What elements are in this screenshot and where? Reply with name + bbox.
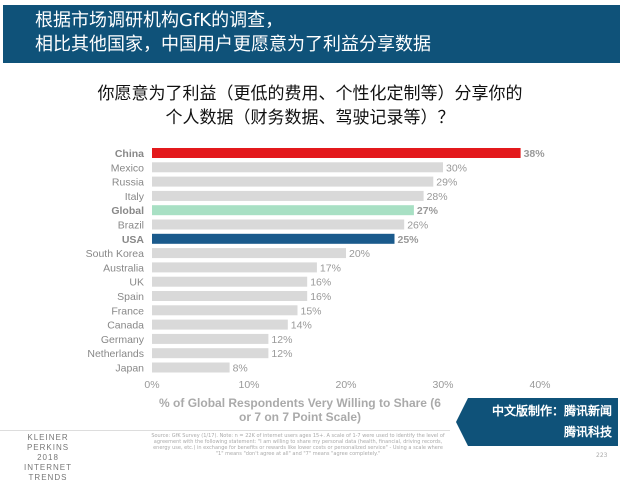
page-number: 223 <box>596 452 608 459</box>
category-label: Australia <box>103 262 144 274</box>
chart-question: 你愿意为了利益（更低的费用、个性化定制等）分享你的 个人数据（财务数据、驾驶记录… <box>0 82 620 130</box>
category-label: Global <box>111 205 144 217</box>
category-label: Brazil <box>118 220 144 232</box>
value-label: 14% <box>291 320 312 332</box>
x-tick-label: 20% <box>335 379 356 391</box>
title-banner: 根据市场调研机构GfK的调查， 相比其他国家，中国用户更愿意为了利益分享数据 <box>3 5 620 63</box>
bar-mexico <box>152 162 443 173</box>
value-label: 28% <box>427 191 448 203</box>
bar-brazil <box>152 219 405 230</box>
value-label: 8% <box>233 363 248 375</box>
bar-usa <box>152 233 395 244</box>
category-label: Japan <box>115 363 144 375</box>
bar-uk <box>152 276 308 287</box>
bar-france <box>152 305 298 316</box>
x-tick-label: 0% <box>144 379 159 391</box>
bar-south-korea <box>152 248 346 259</box>
bar-japan <box>152 362 230 373</box>
value-label: 16% <box>310 277 331 289</box>
footer-divider <box>0 430 450 431</box>
value-label: 20% <box>349 248 370 260</box>
question-line-1: 你愿意为了利益（更低的费用、个性化定制等）分享你的 <box>97 84 523 104</box>
bar-italy <box>152 190 424 201</box>
value-label: 29% <box>436 177 457 189</box>
bar-global <box>152 205 414 216</box>
badge-line-2: 腾讯科技 <box>563 425 612 439</box>
value-label: 26% <box>407 220 428 232</box>
bar-germany <box>152 333 269 344</box>
x-tick-label: 30% <box>432 379 453 391</box>
value-label: 25% <box>398 234 420 246</box>
value-label: 12% <box>271 348 292 360</box>
bar-canada <box>152 319 288 330</box>
value-label: 27% <box>417 205 439 217</box>
source-note: Source: GfK Survey (1/17). Note: n = 22K… <box>151 433 445 457</box>
brand-year: 2018 <box>37 453 59 462</box>
x-axis-label: % of Global Respondents Very Willing to … <box>159 396 441 424</box>
brand-report: INTERNET TRENDS <box>24 463 72 482</box>
category-label: Mexico <box>111 162 144 174</box>
value-label: 12% <box>271 334 292 346</box>
bar-australia <box>152 262 317 273</box>
category-label: Germany <box>101 334 145 346</box>
brand-name: KLEINER PERKINS <box>26 433 70 452</box>
x-tick-label: 40% <box>529 379 550 391</box>
category-label: South Korea <box>86 248 145 260</box>
value-label: 15% <box>301 305 322 317</box>
category-label: Canada <box>107 320 144 332</box>
bar-chart: China 38% Mexico 30% Russia 29% Italy 28% Global… <box>86 148 551 391</box>
value-label: 30% <box>446 162 467 174</box>
category-label: France <box>111 305 144 317</box>
category-label: Russia <box>112 177 144 189</box>
kleiner-perkins-logo: KLEINER PERKINS 2018 INTERNET TRENDS <box>8 433 88 483</box>
tencent-badge: 中文版制作：腾讯新闻 腾讯科技 <box>456 398 618 446</box>
title-line-1: 根据市场调研机构GfK的调查， <box>35 10 284 31</box>
category-label: Spain <box>117 291 144 303</box>
value-label: 16% <box>310 291 331 303</box>
title-line-2: 相比其他国家，中国用户更愿意为了利益分享数据 <box>35 34 431 55</box>
x-tick-label: 10% <box>238 379 259 391</box>
value-label: 38% <box>524 148 546 160</box>
value-label: 17% <box>320 262 341 274</box>
badge-line-1: 中文版制作：腾讯新闻 <box>491 404 612 418</box>
question-line-2: 个人数据（财务数据、驾驶记录等）？ <box>165 108 455 128</box>
category-label: UK <box>129 277 144 289</box>
category-label: Italy <box>125 191 145 203</box>
category-label: USA <box>122 234 145 246</box>
bar-russia <box>152 176 434 187</box>
bar-spain <box>152 291 308 301</box>
category-label: Netherlands <box>87 348 144 360</box>
bar-netherlands <box>152 348 269 359</box>
category-label: China <box>115 148 144 160</box>
bar-china <box>152 148 521 158</box>
